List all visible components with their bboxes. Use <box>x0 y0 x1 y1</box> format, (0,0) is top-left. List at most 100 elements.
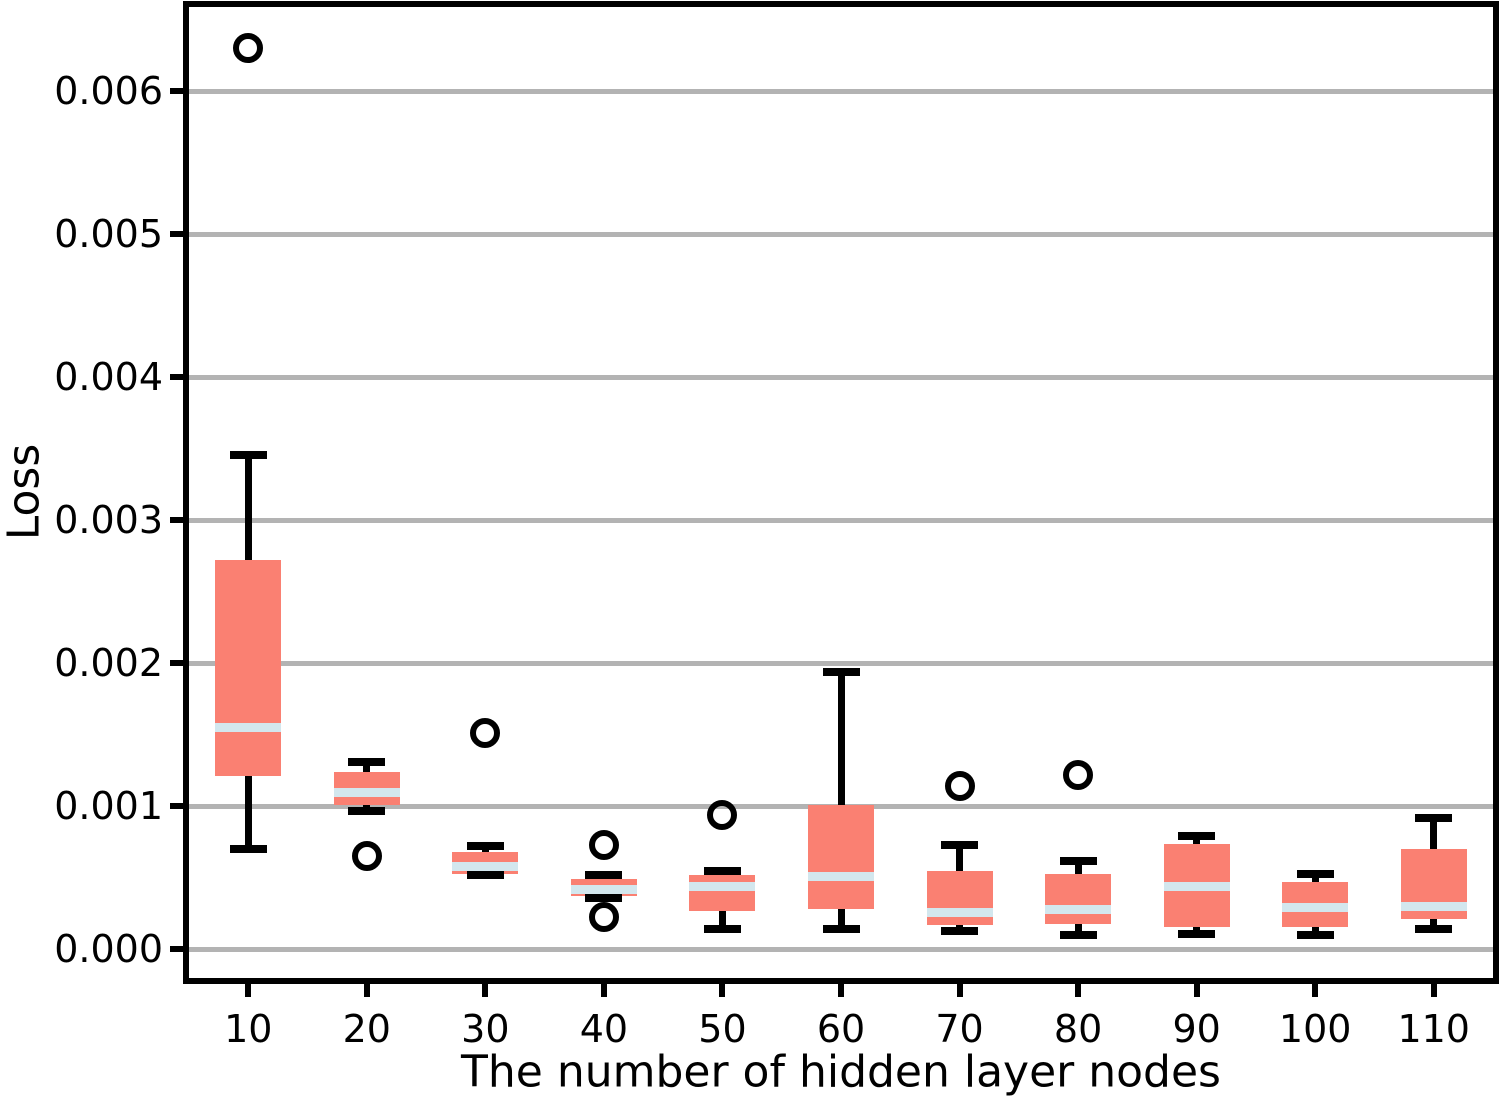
whisker-cap-lower <box>585 893 623 902</box>
x-tick <box>1312 984 1319 997</box>
x-tick-label: 30 <box>461 1007 510 1051</box>
x-tick-label: 90 <box>1172 1007 1221 1051</box>
whisker-cap-upper <box>229 450 267 459</box>
median-line <box>570 884 637 894</box>
whisker-lower <box>1074 923 1082 936</box>
whisker-cap-upper <box>703 866 741 875</box>
whisker-lower <box>837 909 845 930</box>
median-line <box>689 881 756 891</box>
whisker-cap-lower <box>822 925 860 934</box>
grid-line <box>189 374 1493 380</box>
whisker-cap-lower <box>229 845 267 854</box>
box <box>1045 873 1112 924</box>
whisker-upper <box>956 845 964 871</box>
whisker-cap-upper <box>822 667 860 676</box>
box <box>215 560 282 777</box>
x-tick-label: 50 <box>698 1007 747 1051</box>
y-tick <box>170 231 183 238</box>
whisker-cap-upper <box>585 871 623 880</box>
whisker-upper <box>837 671 845 805</box>
x-tick-label: 70 <box>935 1007 984 1051</box>
whisker-cap-lower <box>466 871 504 880</box>
x-tick <box>956 984 963 997</box>
x-tick-label: 40 <box>579 1007 629 1051</box>
x-tick-label: 10 <box>224 1007 273 1051</box>
box <box>926 870 993 926</box>
whisker-upper <box>1311 873 1319 883</box>
x-tick <box>600 984 607 997</box>
whisker-lower <box>1430 919 1438 930</box>
outlier-marker <box>233 33 264 64</box>
median-line <box>1045 904 1112 914</box>
median-line <box>926 907 993 917</box>
whisker-cap-upper <box>466 842 504 851</box>
whisker-cap-upper <box>1415 813 1453 822</box>
grid-line <box>189 946 1493 952</box>
y-tick <box>170 660 183 667</box>
grid-line <box>189 517 1493 523</box>
x-tick <box>363 984 370 997</box>
median-line <box>1400 901 1467 911</box>
x-tick <box>719 984 726 997</box>
y-tick-label: 0.002 <box>54 641 163 686</box>
whisker-cap-upper <box>941 841 979 849</box>
y-tick <box>170 946 183 953</box>
median-line <box>808 871 874 881</box>
y-tick-label: 0.004 <box>54 355 163 400</box>
x-tick <box>838 984 844 997</box>
whisker-cap-lower <box>1059 931 1097 940</box>
outlier-marker <box>944 771 975 802</box>
whisker-lower <box>718 910 726 930</box>
y-tick-label: 0.006 <box>54 69 163 114</box>
whisker-cap-upper <box>1296 869 1334 878</box>
outlier-marker <box>351 841 382 872</box>
x-axis-title: The number of hidden layer nodes <box>461 1046 1221 1098</box>
whisker-lower <box>1311 926 1319 936</box>
whisker-cap-lower <box>1296 931 1334 940</box>
outlier-marker <box>470 718 501 749</box>
grid-line <box>189 231 1493 237</box>
whisker-upper <box>244 454 252 561</box>
y-tick <box>170 517 183 524</box>
whisker-cap-upper <box>348 758 386 767</box>
x-tick-label: 20 <box>342 1007 391 1051</box>
whisker-cap-lower <box>703 925 741 934</box>
box <box>808 804 874 910</box>
outlier-marker <box>1063 759 1094 790</box>
y-tick <box>170 803 183 810</box>
grid-line <box>189 660 1493 666</box>
outlier-marker <box>707 799 738 830</box>
median-line <box>215 723 282 733</box>
y-tick <box>170 374 183 381</box>
median-line <box>333 787 400 797</box>
whisker-cap-upper <box>1178 832 1216 841</box>
whisker-cap-lower <box>348 806 386 815</box>
x-tick <box>482 984 489 997</box>
x-tick <box>1430 984 1437 997</box>
x-tick <box>1193 984 1200 997</box>
median-line <box>1282 903 1349 913</box>
grid-line <box>189 88 1493 94</box>
x-tick-label: 80 <box>1053 1007 1103 1051</box>
y-tick-label: 0.005 <box>54 212 163 257</box>
box <box>689 875 756 911</box>
whisker-cap-lower <box>1178 929 1216 938</box>
whisker-cap-lower <box>1415 925 1453 934</box>
whisker-cap-lower <box>941 926 979 935</box>
median-line <box>452 861 519 871</box>
outlier-marker <box>588 830 619 860</box>
y-tick-label: 0.001 <box>54 784 163 829</box>
x-tick-label: 60 <box>816 1007 866 1051</box>
y-tick <box>170 88 183 95</box>
x-tick-label: 110 <box>1397 1007 1470 1051</box>
outlier-marker <box>588 901 619 932</box>
median-line <box>1163 881 1230 891</box>
x-tick <box>1075 984 1082 997</box>
y-tick-label: 0.003 <box>54 498 163 543</box>
x-tick <box>245 984 252 997</box>
whisker-upper <box>363 762 371 773</box>
y-tick-label: 0.000 <box>54 927 163 972</box>
whisker-upper <box>1074 860 1082 874</box>
whisker-upper <box>1430 817 1438 850</box>
